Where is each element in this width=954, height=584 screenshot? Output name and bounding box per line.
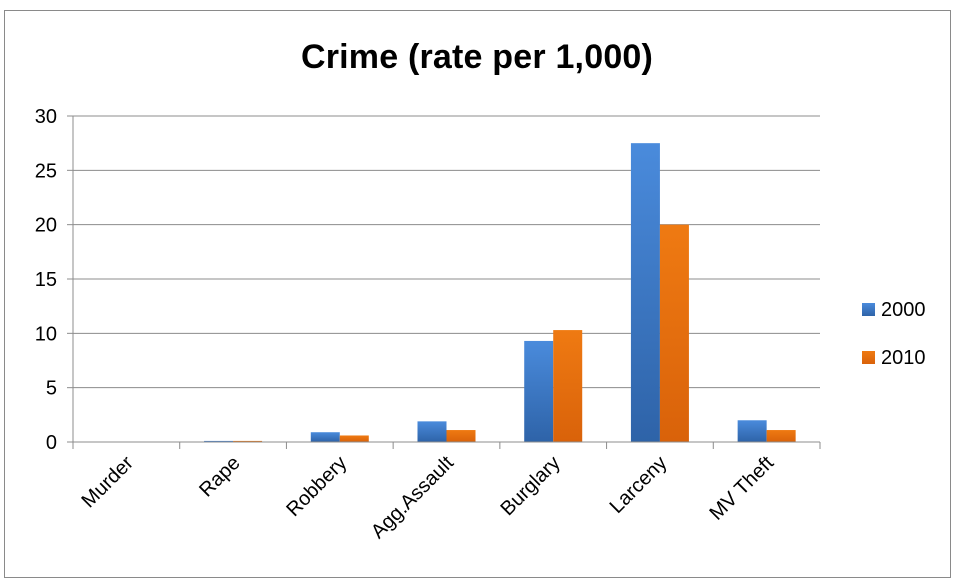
y-axis-tick-labels: 0 5 10 15 20 25 30 bbox=[35, 106, 57, 454]
x-tick-label: Burglary bbox=[497, 452, 565, 520]
bar-2000-robbery bbox=[310, 432, 340, 442]
legend-swatch-2010 bbox=[862, 351, 875, 364]
x-tick-label: Robbery bbox=[282, 452, 351, 521]
legend-swatch-2000 bbox=[862, 303, 875, 316]
x-tick-label: Murder bbox=[78, 452, 139, 513]
y-tick-label: 0 bbox=[46, 432, 57, 454]
y-tick-label: 25 bbox=[35, 160, 57, 182]
x-axis-tick-labels: Murder Rape Robbery Agg.Assault Burglary Larc… bbox=[78, 452, 779, 543]
legend-label-2010: 2010 bbox=[881, 347, 926, 369]
bar-2000-burglary bbox=[524, 340, 554, 442]
x-tick-label: Larceny bbox=[606, 452, 672, 518]
bar-2000-mv-theft bbox=[737, 420, 767, 442]
bar-2010-robbery bbox=[339, 435, 369, 442]
bar-2010-larceny bbox=[659, 224, 689, 442]
bars bbox=[204, 143, 796, 442]
legend: 2000 2010 bbox=[862, 299, 926, 369]
bar-2000-larceny bbox=[630, 143, 660, 442]
chart-frame bbox=[4, 10, 951, 578]
bar-2010-agg-assault bbox=[446, 430, 476, 442]
y-tick-label: 20 bbox=[35, 215, 57, 237]
bar-2010-rape bbox=[233, 440, 263, 442]
x-tick-label: MV Theft bbox=[706, 452, 779, 525]
chart-title: Crime (rate per 1,000) bbox=[300, 38, 654, 76]
legend-label-2000: 2000 bbox=[881, 299, 926, 321]
x-tick-label: Agg.Assault bbox=[367, 452, 458, 543]
bar-2010-mv-theft bbox=[766, 430, 796, 442]
bar-2010-burglary bbox=[553, 330, 583, 442]
x-tick-label: Rape bbox=[195, 452, 244, 501]
gridlines bbox=[73, 115, 820, 389]
y-tick-label: 30 bbox=[35, 106, 57, 128]
y-tick-label: 10 bbox=[35, 323, 57, 345]
bar-2000-agg-assault bbox=[417, 421, 447, 442]
y-tick-label: 5 bbox=[46, 378, 57, 400]
bar-2000-rape bbox=[204, 440, 234, 442]
axes bbox=[67, 115, 821, 449]
y-tick-label: 15 bbox=[35, 269, 57, 291]
